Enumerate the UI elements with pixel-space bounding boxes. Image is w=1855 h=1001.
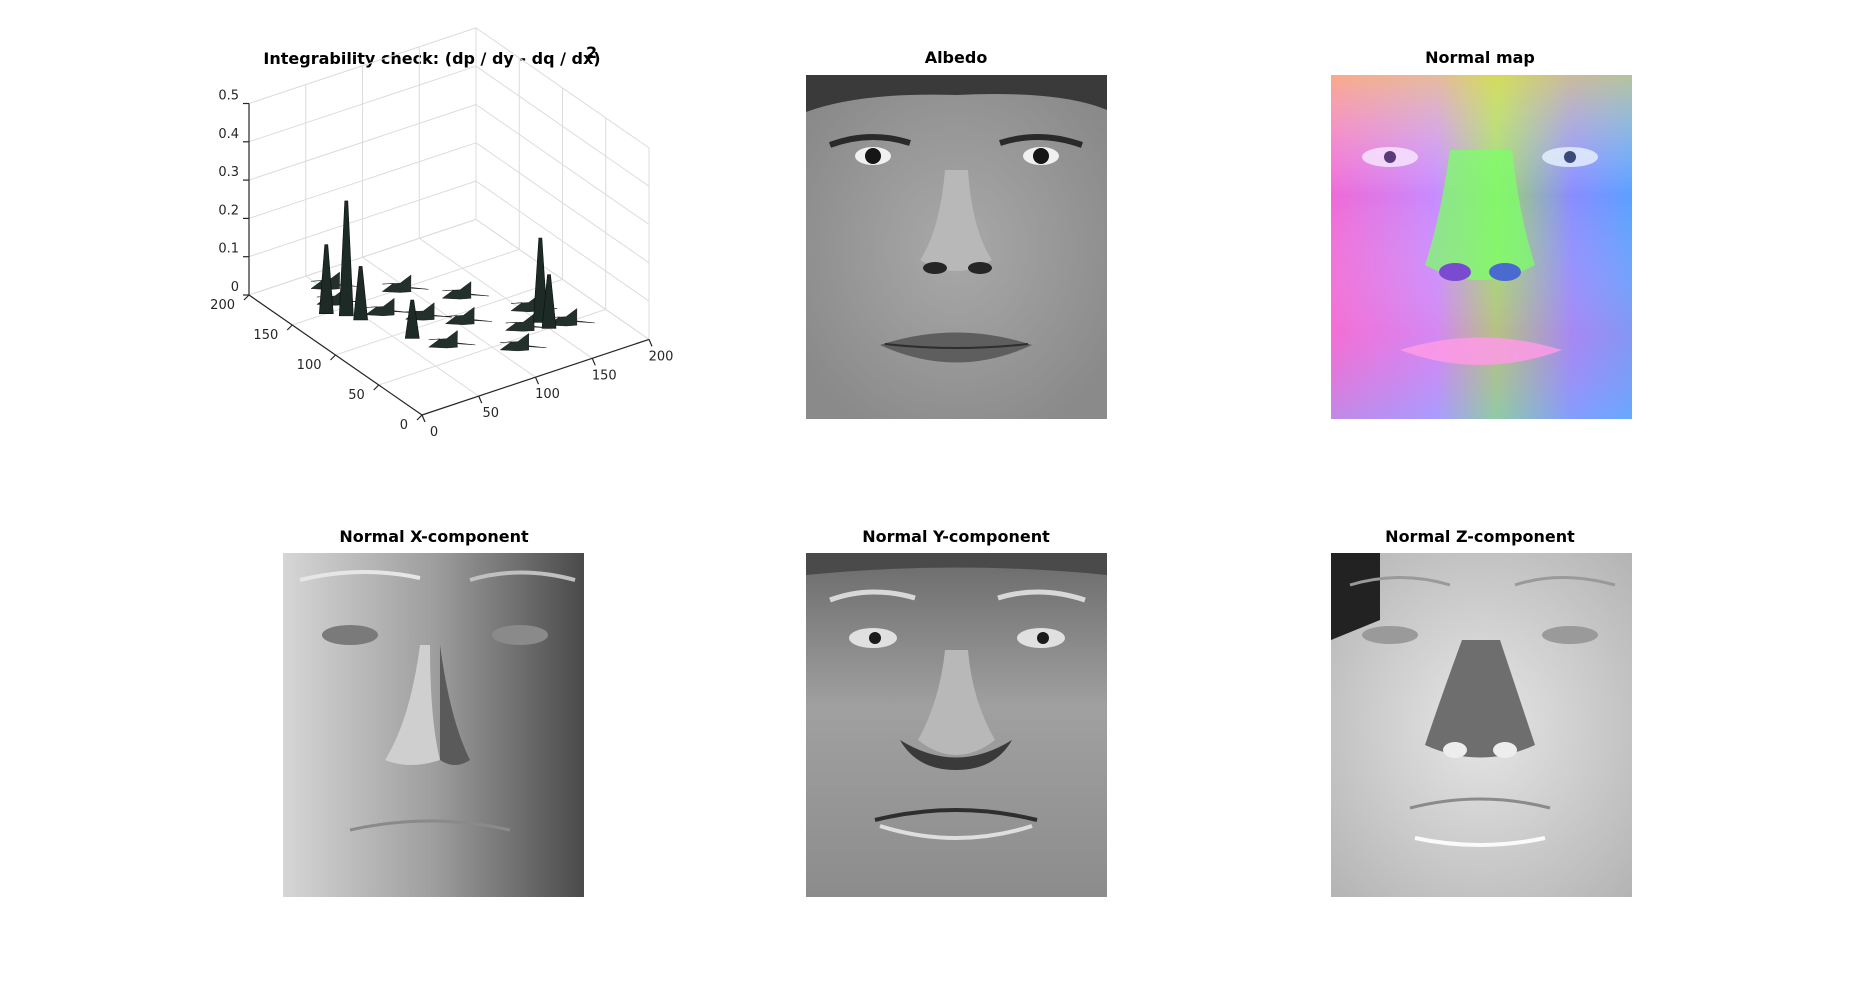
albedo-image [806,75,1107,419]
y-tick-label: 0 [400,418,408,433]
grid-line [475,65,650,187]
z-tick-label: 0.5 [218,89,239,104]
normal-map-panel: Normal map [1331,48,1632,419]
grid-line [248,27,477,104]
y-tick-label: 200 [210,298,235,313]
surface-noise-patch [405,302,452,321]
grid-line [475,27,650,149]
surface-noise-patch [365,297,412,317]
surface-noise-patch [428,330,476,349]
grid-line [475,180,650,302]
normal-z-title: Normal Z-component [1385,527,1575,546]
x-tick-mark [534,376,540,385]
surface-noise-patch [441,281,489,300]
grid-line [418,237,593,359]
normal-map-title: Normal map [1425,48,1535,67]
y-tick-mark [416,414,423,421]
y-tick-mark [286,324,293,331]
normal-y-image [806,553,1107,897]
y-tick-label: 50 [348,388,365,403]
grid-line [475,218,650,340]
x-tick-label: 200 [649,349,674,364]
z-tick-label: 0.4 [218,127,239,142]
y-tick-mark [243,294,250,301]
x-tick-mark [421,414,426,423]
normal-z-panel: Normal Z-component [1331,527,1632,897]
z-tick-label: 0.3 [218,165,239,180]
surface-noise-patch [381,274,429,293]
z-tick-label: 0.1 [218,242,239,257]
x-tick-label: 100 [535,387,560,402]
normal-y-panel: Normal Y-component [806,527,1107,897]
grid-line [248,104,477,181]
integrability-title-superscript: 2 [586,43,597,62]
normal-x-title: Normal X-component [339,527,529,546]
grid-line [475,104,650,225]
normal-x-image [283,553,584,897]
y-tick-label: 100 [297,358,322,373]
albedo-title: Albedo [925,48,988,67]
surface-noise-patch [499,332,547,352]
grid-line [248,65,477,143]
surface-noise-patch [547,308,595,327]
surface-peak [318,244,334,314]
surface-peak [338,200,354,317]
surface-peak [404,299,420,339]
surface-noise-patch [445,306,492,325]
x-tick-mark [478,395,483,404]
x-tick-mark [591,358,596,366]
integrability-title: Integrability check: (dp / dy - dq / dx) [263,49,600,68]
z-tick-label: 0 [231,280,239,295]
surface-peak [541,274,557,329]
y-tick-mark [330,354,336,361]
y-tick-mark [373,384,380,391]
grid-line [362,256,536,378]
normal-x-panel: Normal X-component [283,527,584,897]
surface-peak [353,266,368,321]
x-tick-label: 0 [430,425,438,440]
grid-line [475,142,650,264]
x-tick-mark [648,339,653,347]
integrability-plot: Integrability check: (dp / dy - dq / dx)… [210,27,674,440]
grid-line [248,180,477,258]
x-tick-label: 50 [482,406,499,421]
z-tick-label: 0.2 [218,203,239,218]
grid-line [248,218,477,296]
normal-z-image [1331,553,1632,897]
grid-line [248,142,477,219]
albedo-panel: Albedo [806,48,1107,419]
normal-map-image [1331,75,1632,419]
x-tick-label: 150 [592,368,617,383]
y-tick-label: 150 [253,328,278,343]
surface-axes: 0 50 100 150 200 0 50 100 150 200 0 0.1 0.2 0.3 0.4 0.5 [210,27,674,440]
normal-y-title: Normal Y-component [862,527,1050,546]
